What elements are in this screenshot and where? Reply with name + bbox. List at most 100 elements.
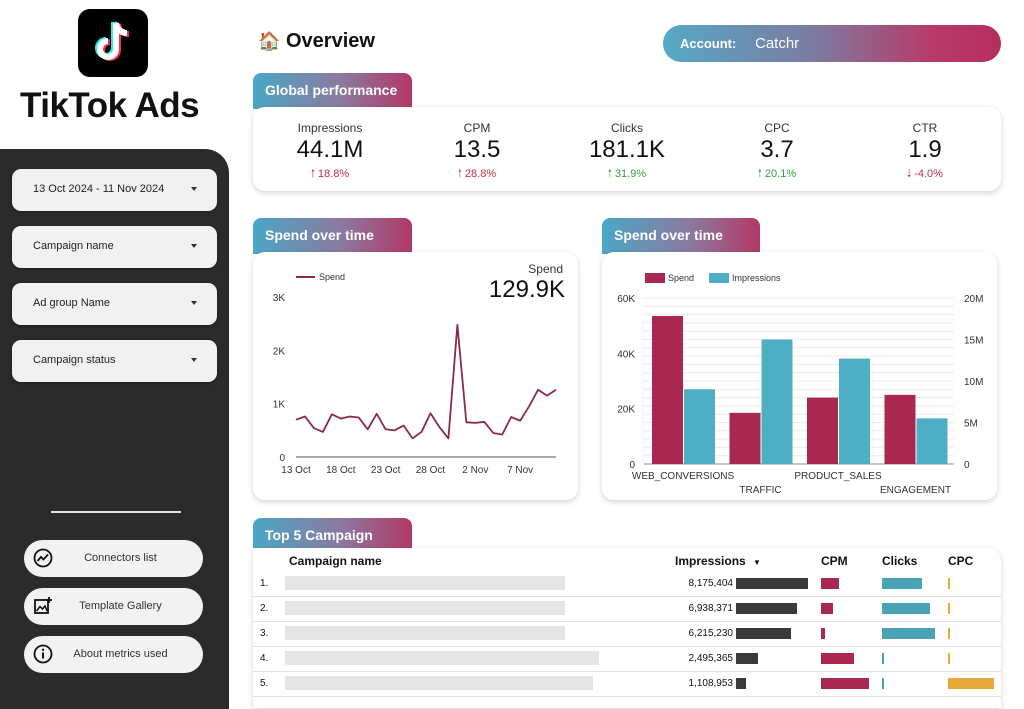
legend-label-impressions: Impressions — [732, 273, 781, 283]
bar-spend — [729, 412, 761, 464]
about-metrics-button[interactable]: About metrics used — [24, 636, 203, 673]
bar-spend — [884, 394, 916, 464]
sort-desc-icon: ▼ — [753, 558, 761, 567]
connectors-list-button[interactable]: Connectors list — [24, 540, 203, 577]
y-tick-label: 1K — [273, 400, 286, 411]
account-label: Account: — [680, 36, 737, 51]
legend-label-spend: Spend — [668, 273, 694, 283]
legend-label-spend: Spend — [319, 272, 345, 282]
spend-bar-chart: 0 20K 40K 60K 0 5M 10M 15M 20M Spend Impressions WE… — [617, 273, 983, 496]
campaign-status-filter[interactable]: Campaign status — [12, 340, 217, 382]
x-category-label: TRAFFIC — [739, 485, 781, 496]
row-rank: 4. — [260, 653, 269, 664]
cpc-bar — [948, 678, 994, 689]
y-right-tick-label: 5M — [964, 419, 978, 430]
account-selector[interactable]: Account: Catchr — [663, 25, 1001, 62]
column-header-clicks[interactable]: Clicks — [882, 554, 918, 568]
clicks-bar — [882, 653, 884, 664]
y-right-tick-label: 10M — [964, 377, 983, 388]
template-gallery-button[interactable]: Template Gallery — [24, 588, 203, 625]
cpm-bar — [821, 628, 825, 639]
column-header-cpm[interactable]: CPM — [821, 554, 848, 568]
cpc-bar — [948, 628, 950, 639]
spend-line-chart: 0 1K 2K 3K 13 Oct 18 Oct 23 Oct 28 Oct 2 Nov 7 No… — [273, 272, 557, 476]
tiktok-logo — [78, 9, 148, 77]
dropdown-caret-icon — [191, 358, 197, 362]
impressions-bar — [736, 603, 797, 614]
kpi-delta: 🠑 20.1% — [757, 168, 797, 180]
table-row[interactable]: 4. 2,495,365 — [253, 646, 1001, 672]
spend-line-card: Spend 129.9K 0 1K 2K 3K 13 Oct 18 Oct 23 Oct 28… — [253, 252, 578, 500]
y-left-tick-label: 20K — [617, 405, 635, 416]
kpi-delta: 🠑 31.9% — [607, 168, 647, 180]
spend-total-label: Spend — [528, 262, 563, 276]
add-photo-icon — [34, 597, 52, 614]
account-value: Catchr — [755, 35, 800, 52]
tab-global-performance: Global performance — [253, 73, 412, 109]
x-category-label: WEB_CONVERSIONS — [632, 471, 735, 482]
bar-spend — [652, 315, 683, 464]
impressions-bar — [736, 578, 808, 589]
arrow-up-icon: 🠑 — [457, 168, 465, 180]
impressions-value: 1,108,953 — [688, 678, 734, 689]
column-header-cpc[interactable]: CPC — [948, 554, 974, 568]
impressions-header-label: Impressions — [675, 554, 746, 568]
y-tick-label: 0 — [279, 453, 285, 464]
y-right-tick-label: 15M — [964, 336, 983, 347]
dropdown-caret-icon — [191, 244, 197, 248]
impressions-value: 6,938,371 — [688, 603, 734, 614]
y-left-tick-label: 60K — [617, 294, 635, 305]
kpi-delta: 🠓 -4.0% — [907, 168, 943, 180]
date-range-filter[interactable]: 13 Oct 2024 - 11 Nov 2024 — [12, 169, 217, 211]
ad-group-filter[interactable]: Ad group Name — [12, 283, 217, 325]
dropdown-caret-icon — [191, 187, 197, 191]
y-right-tick-label: 0 — [964, 460, 970, 471]
arrow-down-icon: 🠓 — [907, 168, 915, 180]
kpi-value: 3.7 — [760, 136, 794, 163]
page-title: 🏠 Overview — [258, 30, 375, 53]
brand-title: TikTok Ads — [20, 86, 200, 125]
column-header-impressions[interactable]: Impressions ▼ — [675, 554, 761, 568]
table-row[interactable]: 3. 6,215,230 — [253, 621, 1001, 647]
template-gallery-label: Template Gallery — [79, 600, 162, 612]
table-row[interactable]: 2. 6,938,371 — [253, 596, 1001, 622]
impressions-bar — [736, 653, 758, 664]
table-row[interactable]: 5. 1,108,953 — [253, 671, 1001, 697]
impressions-value: 8,175,404 — [688, 578, 734, 589]
arrow-up-icon: 🠑 — [757, 168, 765, 180]
sidebar-divider — [51, 511, 181, 513]
date-range-label: 13 Oct 2024 - 11 Nov 2024 — [33, 183, 165, 195]
cpc-bar — [948, 653, 950, 664]
arrow-up-icon: 🠑 — [310, 168, 318, 180]
connectors-list-label: Connectors list — [84, 552, 157, 564]
ad-group-filter-label: Ad group Name — [33, 297, 111, 309]
kpi-card: Impressions 44.1M 🠑 18.8% CPM 13.5 🠑 28.… — [253, 107, 1001, 191]
kpi-label: CPC — [764, 121, 790, 135]
table-row[interactable]: 1. 8,175,404 — [253, 571, 1001, 597]
x-tick-label: 28 Oct — [416, 465, 446, 476]
x-tick-label: 7 Nov — [507, 465, 533, 476]
x-tick-label: 13 Oct — [281, 465, 311, 476]
spend-bar-title: Spend over time — [614, 227, 723, 243]
kpi-label: Clicks — [611, 121, 643, 135]
bar-impressions — [684, 389, 715, 464]
spend-line-series — [295, 323, 557, 440]
info-icon — [33, 644, 53, 664]
clicks-bar — [882, 578, 922, 589]
x-category-label: ENGAGEMENT — [880, 485, 951, 496]
cpc-bar — [948, 603, 950, 614]
row-rank: 1. — [260, 578, 269, 589]
tab-spend-bar: Spend over time — [602, 218, 760, 254]
kpi-label: Impressions — [297, 121, 363, 135]
kpi-value: 1.9 — [908, 136, 942, 163]
bar-impressions — [839, 358, 870, 464]
dropdown-caret-icon — [191, 301, 197, 305]
tiktok-note-icon — [95, 21, 130, 61]
y-tick-label: 3K — [273, 293, 286, 304]
kpi-label: CTR — [912, 121, 938, 135]
clicks-bar — [882, 603, 930, 614]
campaign-name-filter[interactable]: Campaign name — [12, 226, 217, 268]
column-header-campaign[interactable]: Campaign name — [289, 554, 382, 568]
y-left-tick-label: 40K — [617, 349, 635, 360]
y-right-tick-label: 20M — [964, 294, 983, 305]
